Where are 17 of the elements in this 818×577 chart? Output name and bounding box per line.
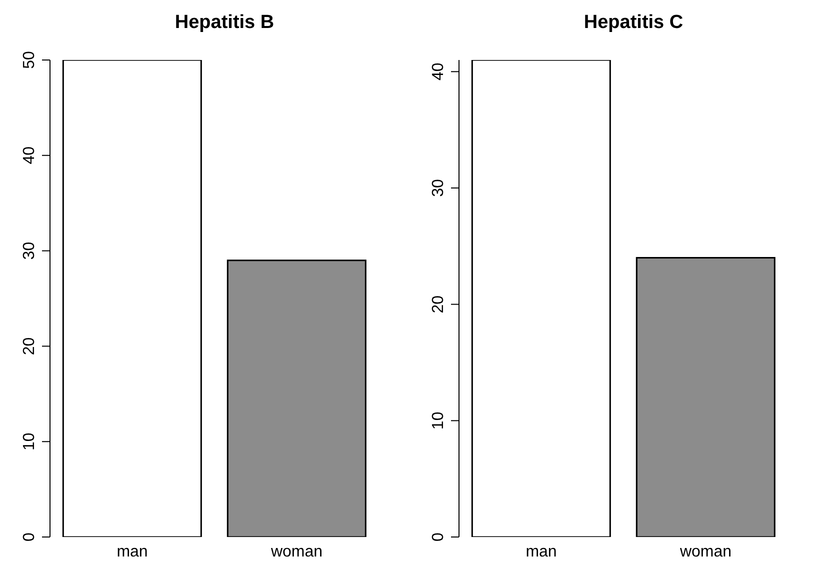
y-tick-label: 40 bbox=[21, 146, 38, 164]
y-tick-label: 40 bbox=[430, 62, 447, 81]
x-tick-label: woman bbox=[678, 543, 732, 560]
y-tick-label: 0 bbox=[21, 532, 38, 542]
y-tick-label: 30 bbox=[430, 178, 447, 197]
x-tick-label: man bbox=[526, 543, 557, 560]
x-tick-label: man bbox=[116, 543, 148, 560]
y-tick-label: 30 bbox=[21, 242, 38, 260]
chart-title: Hepatitis C bbox=[582, 12, 684, 34]
y-tick-label: 20 bbox=[430, 295, 447, 314]
y-tick-label: 10 bbox=[430, 412, 447, 430]
chart-title: Hepatitis B bbox=[174, 12, 276, 34]
y-tick-label: 50 bbox=[21, 51, 38, 69]
y-tick-label: 10 bbox=[21, 432, 38, 450]
x-tick-label: woman bbox=[270, 543, 323, 560]
y-tick-label: 20 bbox=[21, 337, 38, 356]
y-tick-label: 0 bbox=[430, 532, 447, 542]
